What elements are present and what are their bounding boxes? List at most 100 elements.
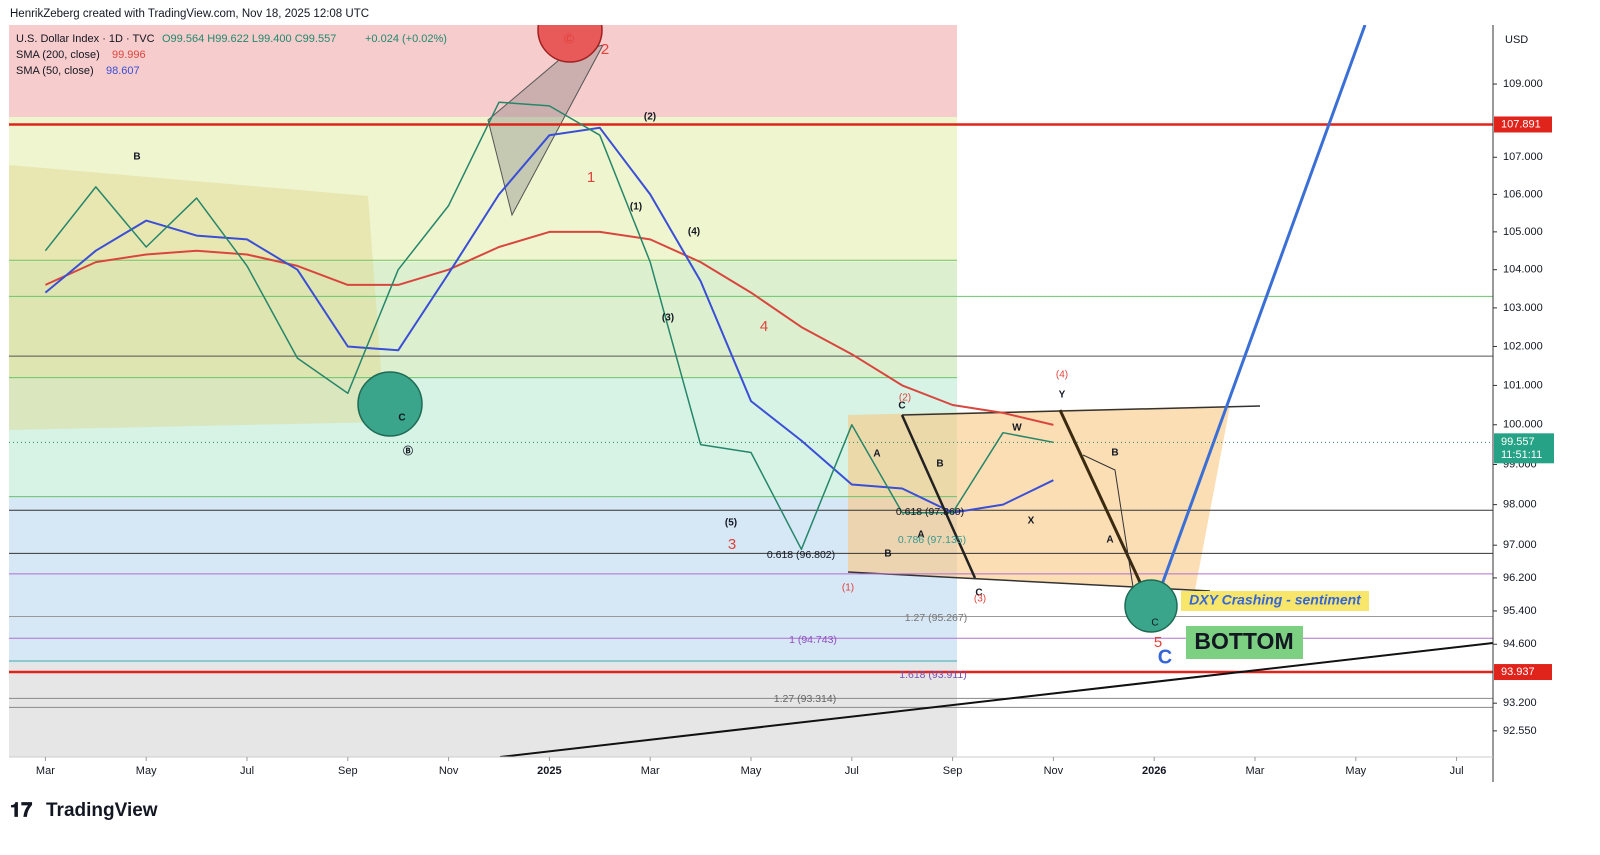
price-badge (1494, 664, 1552, 681)
zone (9, 663, 957, 757)
legend-name: SMA (50, close) (16, 65, 94, 77)
price-badge-label: 93.937 (1501, 666, 1535, 678)
x-tick-label: Jul (845, 765, 859, 777)
circle (537, 25, 603, 63)
label: 5 (1154, 634, 1162, 651)
label: A (917, 530, 924, 541)
legend: U.S. Dollar Index · 1D · TVC O99.564 H99… (16, 33, 447, 77)
zone (9, 262, 957, 378)
logo-mark: 𝟏𝟕 (10, 799, 32, 821)
x-tick-label: Mar (36, 765, 55, 777)
label-box (1186, 626, 1303, 659)
fib-label: 1.27 (95.267) (905, 612, 967, 624)
y-tick-label: 92.550 (1503, 725, 1537, 737)
y-tick-label: 109.000 (1503, 78, 1543, 90)
x-tick-label: May (1345, 765, 1366, 777)
label: A (873, 449, 880, 460)
sma-line (44, 126, 1054, 514)
label: W (1012, 423, 1022, 434)
y-tick-label: 98.000 (1503, 499, 1537, 511)
label: B (884, 549, 891, 560)
fib-label: 1.618 (93.911) (899, 669, 967, 681)
label: 2 (601, 41, 609, 58)
x-tick-label: May (741, 765, 762, 777)
header: HenrikZeberg created with TradingView.co… (10, 8, 369, 20)
zones (9, 25, 1261, 757)
label: Ⓑ (403, 445, 413, 458)
ohlc: O99.564 H99.622 L99.400 C99.557 (162, 33, 336, 45)
zone (9, 378, 957, 496)
fib-label: 0.786 (97.135) (898, 534, 966, 546)
label: (2) (644, 112, 656, 123)
arrow (1058, 409, 1154, 609)
x-tick-label: Sep (943, 765, 963, 777)
x-tick-label: Jul (1450, 765, 1464, 777)
y-tick-label: 106.000 (1503, 188, 1543, 200)
x-tick-label: Nov (1044, 765, 1064, 777)
legend-name: SMA (200, close) (16, 49, 100, 61)
label: 1 (587, 169, 595, 186)
zone (9, 25, 957, 117)
x-tick-label: Sep (338, 765, 358, 777)
label: BOTTOM (1194, 628, 1293, 654)
label: (4) (1056, 370, 1068, 381)
label-box (1181, 591, 1369, 611)
currency: USD (1505, 34, 1528, 46)
y-tick-label: 103.000 (1503, 302, 1543, 314)
label: (3) (974, 594, 986, 605)
x-tick-label: Mar (1246, 765, 1265, 777)
x-tick-label: May (136, 765, 157, 777)
change: +0.024 (+0.02%) (365, 33, 447, 45)
countdown: 11:51:11 (1501, 449, 1542, 461)
label: C (1151, 618, 1158, 629)
y-tick-label: 95.400 (1503, 605, 1537, 617)
annotations: B Ⓑ C Ⓒ 2 1 (2) (1) (4) (3) 4 (5) 3 0.61… (133, 33, 1369, 705)
y-tick-label: 93.200 (1503, 697, 1537, 709)
label: (1) (842, 583, 854, 594)
label: B (1111, 448, 1118, 459)
label: (2) (899, 393, 911, 404)
label: DXY Crashing - sentiment (1189, 592, 1362, 608)
label: C (398, 413, 405, 424)
sma-line (44, 230, 1054, 426)
fib-label: 0.618 (96.802) (767, 549, 835, 561)
y-tick-label: 97.000 (1503, 539, 1537, 551)
price-badge-label: 99.557 (1501, 436, 1535, 448)
y-tick-label: 102.000 (1503, 340, 1543, 352)
y-tick-label: 96.200 (1503, 572, 1537, 584)
label: B (936, 459, 943, 470)
y-tick-label: 107.000 (1503, 151, 1543, 163)
label: A (1106, 535, 1113, 546)
trendline (499, 642, 1493, 757)
label: B (133, 152, 140, 163)
label: Ⓒ (564, 33, 574, 46)
label: (1) (630, 202, 642, 213)
legend-value: 99.996 (112, 49, 146, 61)
label: (3) (662, 313, 674, 324)
label: Y (1059, 390, 1066, 401)
price-line (44, 101, 1054, 551)
y-tick-label: 100.000 (1503, 419, 1543, 431)
label: (4) (688, 227, 700, 238)
fib-label: 1.27 (93.314) (774, 693, 836, 705)
y-tick-label: 105.000 (1503, 226, 1543, 238)
channel (848, 406, 1230, 590)
y-tick-label: 94.600 (1503, 638, 1537, 650)
fib-label: 0.618 (97.860) (896, 506, 964, 518)
label: C (975, 588, 982, 599)
label: (5) (725, 518, 737, 529)
path (1082, 454, 1136, 601)
x-tick-label: 2025 (537, 765, 561, 777)
label: C (1158, 646, 1172, 668)
price-badge-label: 107.891 (1501, 118, 1541, 130)
fib-label: 1 (94.743) (789, 634, 837, 646)
price-badge (1494, 116, 1552, 133)
x-tick-label: Mar (641, 765, 660, 777)
channel-top (901, 405, 1261, 416)
y-tick-label: 104.000 (1503, 264, 1543, 276)
x-tick-label: Nov (439, 765, 459, 777)
label: 4 (760, 318, 768, 335)
y-tick-label: 101.000 (1503, 379, 1543, 391)
